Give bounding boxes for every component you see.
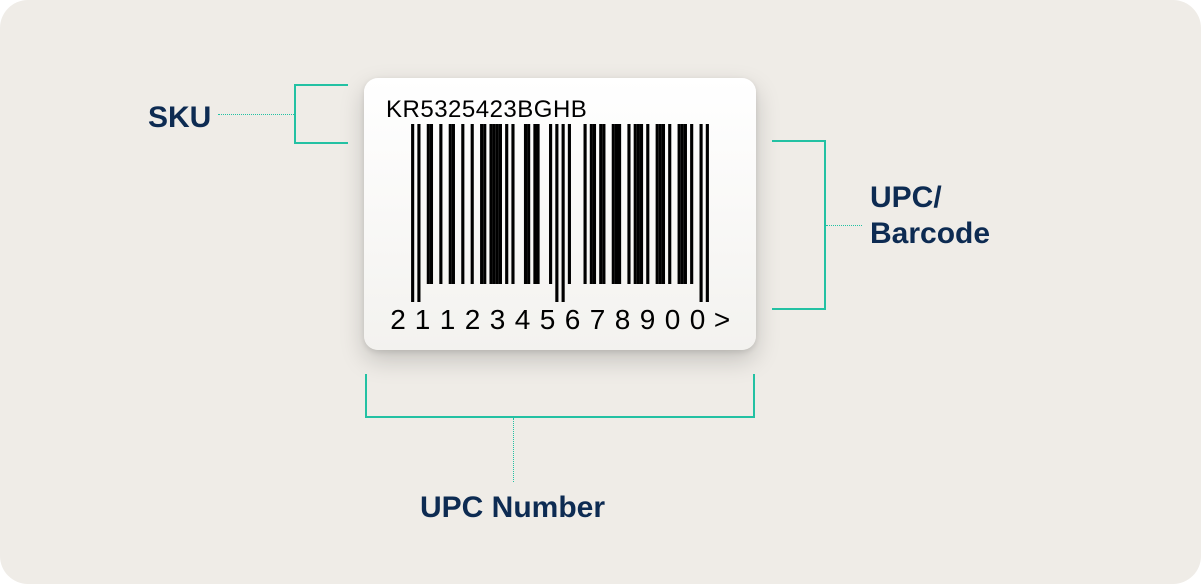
upc-barcode-label: UPC/ Barcode (870, 180, 990, 252)
upc-barcode-leader-line (826, 225, 862, 226)
upc-number-row: 2 112345 678900 > (386, 304, 734, 336)
sku-bracket (294, 84, 348, 144)
upc-number-bracket (365, 374, 755, 418)
sku-leader-line (218, 114, 294, 115)
barcode-card: KR5325423BGHB 2 112345 678900 > (364, 78, 756, 350)
upc-number-label: UPC Number (420, 490, 605, 526)
upc-barcode-label-line1: UPC/ (870, 181, 942, 214)
upc-lead-digit: 2 (386, 304, 410, 336)
upc-number-leader-line (513, 418, 514, 482)
upc-barcode-bracket (772, 140, 826, 310)
sku-label: SKU (148, 100, 211, 136)
upc-barcode-label-line2: Barcode (870, 217, 990, 250)
sku-value: KR5325423BGHB (386, 96, 734, 124)
barcode-graphic (386, 124, 734, 302)
upc-group1: 112345 (410, 304, 560, 336)
upc-group2: 678900 (560, 304, 710, 336)
upc-trail-symbol: > (710, 304, 734, 336)
